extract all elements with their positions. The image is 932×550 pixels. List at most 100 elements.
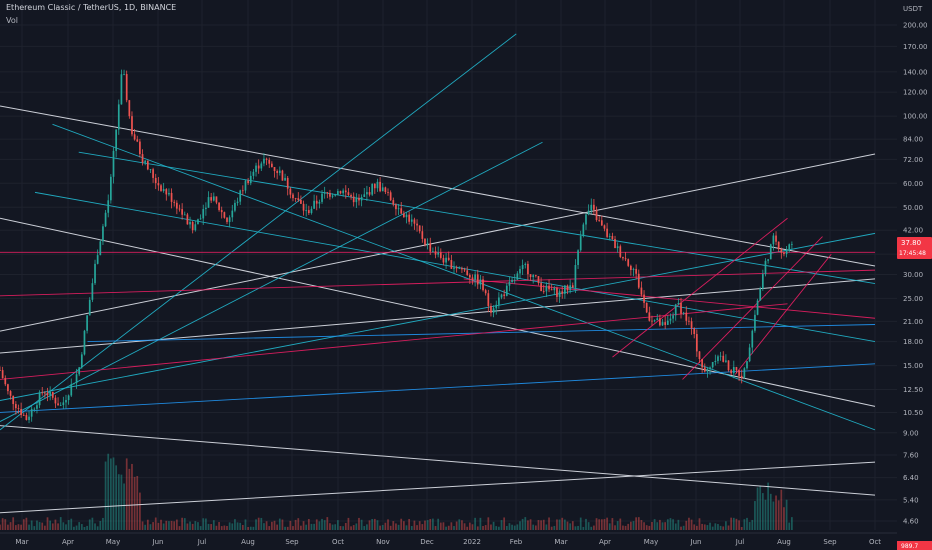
volume-bar (743, 519, 746, 530)
volume-bar (590, 526, 593, 530)
candle-body (587, 210, 590, 215)
volume-bar (49, 520, 52, 530)
volume-bar (640, 519, 643, 530)
candle-body (273, 167, 276, 171)
volume-bar (701, 523, 703, 530)
volume-bar (12, 517, 15, 530)
price-tick-label: 4.60 (903, 518, 919, 526)
volume-bar (677, 519, 680, 530)
candle-body (651, 320, 653, 322)
volume-bar (468, 522, 471, 530)
price-axis[interactable]: 200.00 170.00 140.00 120.00 100.00 84.00 72.00… (903, 22, 928, 526)
candle-body (363, 194, 366, 198)
volume-bar (727, 525, 730, 530)
candle-body (307, 210, 310, 214)
candle-body (548, 285, 550, 290)
candle-body (529, 274, 532, 278)
volume-bar (395, 523, 397, 530)
candle-body (730, 370, 733, 374)
volume-bar (788, 522, 791, 530)
candle-body (413, 219, 416, 224)
volume-bar (461, 520, 463, 530)
volume-bar (191, 523, 194, 530)
price-tick-label: 18.00 (903, 338, 923, 346)
volume-bar (286, 526, 289, 530)
volume-bar (498, 526, 500, 530)
candle-body (294, 198, 297, 199)
volume-bar (181, 517, 183, 530)
volume-indicator-label[interactable]: Vol (6, 16, 18, 25)
volume-bar (508, 523, 511, 530)
volume-bar (703, 524, 706, 530)
volume-bar (292, 526, 294, 530)
candle-body (640, 287, 643, 295)
candle-body (128, 100, 131, 117)
price-tick-label: 25.00 (903, 295, 923, 303)
candle-body (215, 196, 218, 203)
candle-body (191, 221, 194, 231)
candle-body (265, 158, 268, 160)
volume-tag: 989.7 (897, 541, 932, 550)
candle-body (432, 251, 434, 252)
candle-body (218, 202, 220, 211)
candle-body (133, 134, 136, 140)
volume-bar (4, 519, 7, 530)
volume-bar (183, 518, 186, 530)
volume-bar (175, 519, 178, 530)
candle-body (426, 243, 429, 245)
candle-body (603, 225, 606, 229)
candle-body (241, 190, 244, 192)
volume-bar (305, 524, 308, 530)
candle-body (379, 181, 381, 192)
volume-bar (608, 523, 611, 530)
candle-body (756, 300, 759, 315)
price-tick-label: 30.00 (903, 271, 923, 279)
candle-body (566, 285, 569, 291)
volume-bar (107, 453, 110, 530)
price-tick-label: 15.00 (903, 362, 923, 370)
candle-body (181, 209, 183, 215)
volume-bar (212, 520, 215, 530)
candle-body (772, 235, 775, 245)
candle-body (160, 185, 162, 191)
candle-body (695, 334, 698, 352)
volume-bar (78, 522, 81, 530)
volume-bar (413, 520, 416, 530)
volume-bar (128, 468, 131, 530)
candle-body (186, 214, 189, 225)
candle-body (65, 400, 67, 403)
price-tick-label: 7.60 (903, 451, 919, 459)
candle-body (154, 177, 157, 184)
candle-body (80, 354, 83, 368)
volume-bar (432, 518, 434, 530)
candle-body (775, 235, 777, 242)
price-tick-label: 60.00 (903, 180, 923, 188)
candle-body (540, 283, 542, 292)
volume-bar (344, 522, 347, 530)
volume-bar (410, 526, 413, 530)
volume-bar (616, 521, 619, 530)
volume-bar (693, 524, 696, 530)
candle-body (360, 197, 363, 201)
currency-label: USDT (903, 5, 923, 13)
candle-body (600, 220, 603, 226)
time-tick-label: Nov (376, 538, 390, 546)
candle-body (680, 302, 682, 314)
time-tick-label: Sep (285, 538, 299, 546)
candle-body (659, 318, 661, 326)
price-tick-label: 9.00 (903, 429, 919, 437)
candle-body (764, 260, 767, 275)
volume-bar (674, 523, 677, 530)
volume-bar (22, 519, 25, 530)
time-axis[interactable]: Mar Apr May Jun Jul Aug Sep Oct Nov Dec 2022 Feb Mar… (0, 532, 897, 546)
volume-bar (178, 526, 181, 530)
volume-bar (139, 492, 141, 530)
time-tick-label: Oct (332, 538, 344, 546)
volume-bar (627, 523, 630, 530)
candle-body (102, 226, 104, 242)
candle-body (672, 315, 674, 319)
candle-body (463, 269, 466, 271)
trendline-pink (463, 278, 876, 319)
volume-bar (326, 517, 329, 530)
